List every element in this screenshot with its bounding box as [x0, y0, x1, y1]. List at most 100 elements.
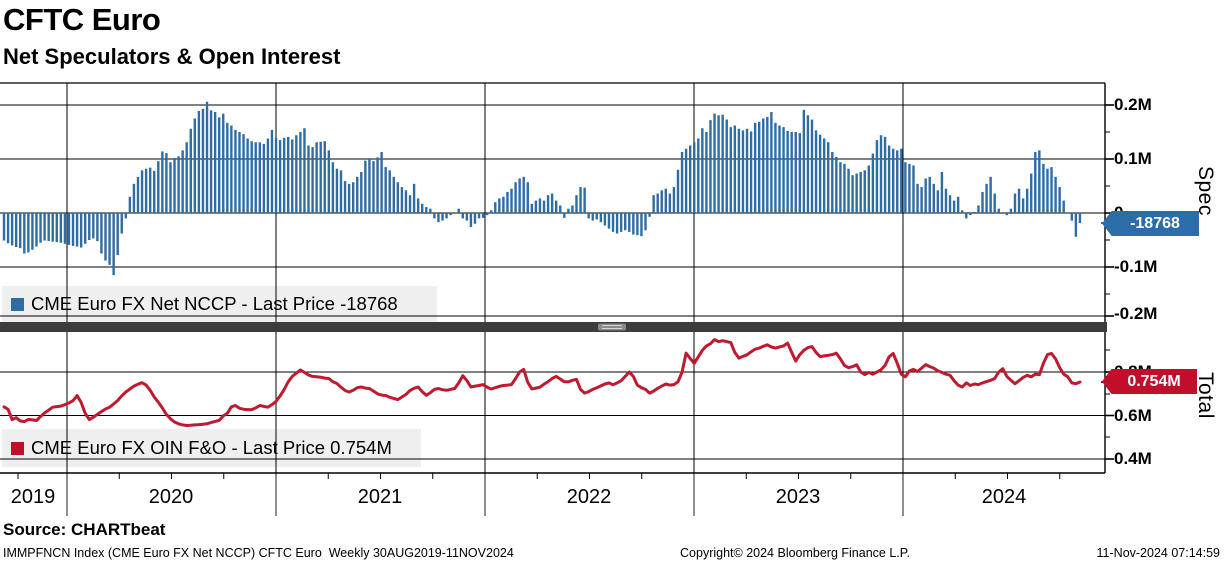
spec-bar [490, 210, 493, 213]
spec-bar [656, 193, 659, 213]
total-last-price-badge[interactable]: 0.754M [1102, 369, 1197, 394]
spec-bar [84, 213, 87, 244]
spec-bar [291, 139, 294, 213]
spec-bar [985, 183, 988, 213]
spec-bar [997, 208, 1000, 213]
footer-security-info: IMMPFNCN Index (CME Euro FX Net NCCP) CF… [3, 546, 514, 560]
spec-bar [10, 213, 14, 246]
spec-bar [729, 127, 732, 213]
spec-bar [855, 173, 858, 213]
spec-bar [802, 109, 806, 213]
spec-tick-0_2M: 0.2M [1114, 95, 1152, 114]
spec-bar [351, 182, 355, 213]
spec-bar [88, 213, 91, 240]
spec-bar [538, 198, 542, 213]
spec-bar [916, 183, 919, 213]
spec-bar [148, 167, 152, 213]
spec-bar [445, 213, 448, 219]
spec-bar [169, 162, 172, 213]
spec-bar [222, 113, 225, 213]
spec-bar [157, 161, 160, 213]
spec-bar [238, 132, 241, 213]
spec-bar [43, 213, 46, 241]
legend-net-nccp[interactable]: CME Euro FX Net NCCP - Last Price -18768 [2, 286, 437, 322]
spec-bar [969, 213, 972, 216]
source-line: Source: CHARTbeat [3, 520, 166, 539]
spec-bar [1066, 213, 1069, 214]
spec-bar [319, 141, 322, 213]
spec-bar [412, 183, 416, 213]
spec-bar [814, 130, 818, 213]
spec-bar [299, 132, 302, 213]
spec-bar [883, 136, 887, 213]
spec-bar [831, 151, 834, 213]
spec-last-price-badge[interactable]: -18768 [1102, 211, 1199, 236]
spec-bar [1034, 151, 1037, 213]
spec-bar [108, 213, 111, 265]
spec-bar [859, 171, 862, 213]
separator-drag-handle[interactable] [598, 323, 626, 331]
spec-bar [737, 128, 741, 213]
spec-bar [104, 213, 107, 261]
spec-bar [567, 208, 570, 213]
spec-bar [871, 153, 875, 213]
spec-bar [688, 145, 692, 213]
spec-bar [19, 213, 22, 249]
spec-bar [554, 200, 558, 213]
spec-bar [502, 196, 505, 213]
spec-bar [453, 213, 456, 214]
spec-bar [701, 128, 704, 213]
spec-bar [1005, 213, 1009, 216]
oin-legend-marker [11, 441, 24, 455]
spec-bar [660, 190, 663, 213]
spec-bar [380, 151, 383, 213]
spec-bar [295, 135, 298, 213]
spec-bar [31, 213, 34, 250]
spec-bar [35, 213, 38, 247]
spec-bar [510, 188, 513, 213]
spec-bar [839, 162, 842, 213]
spec-bar [400, 187, 404, 213]
spec-bar [534, 200, 538, 213]
total-tick-0_4M: 0.4M [1114, 449, 1152, 468]
spec-bar [705, 132, 708, 213]
spec-bar [668, 193, 672, 213]
spec-bar [940, 171, 944, 213]
spec-bar [936, 190, 940, 213]
legend-oin-fo[interactable]: CME Euro FX OIN F&O - Last Price 0.754M [2, 429, 421, 467]
spec-bar [956, 196, 960, 213]
spec-bar [51, 213, 54, 242]
year-label-2023: 2023 [775, 486, 821, 508]
spec-bar [847, 168, 850, 213]
spec-bar [1042, 163, 1045, 213]
spec-bar [311, 147, 314, 213]
spec-bar [989, 176, 992, 213]
spec-bar [725, 119, 728, 213]
spec-bar [879, 135, 883, 213]
spec-bar [591, 213, 594, 221]
spec-bar [116, 213, 119, 256]
spec-bar [92, 213, 95, 239]
spec-bar [6, 213, 10, 244]
spec-bar [1078, 213, 1082, 224]
spec-bar [944, 188, 948, 213]
spec-bar [416, 198, 420, 213]
spec-bar [282, 137, 286, 213]
spec-bar [749, 131, 753, 213]
spec-bar [331, 162, 335, 213]
spec-bar [900, 148, 903, 213]
spec-bar [477, 213, 481, 219]
spec-bar [287, 136, 290, 213]
spec-bar [587, 213, 590, 219]
spec-bar [75, 213, 79, 247]
spec-bar [709, 120, 712, 213]
spec-bar [226, 122, 229, 213]
spec-bar [315, 142, 318, 213]
spec-bar [132, 183, 136, 213]
spec-bar [140, 170, 144, 213]
spec-bar [1025, 188, 1029, 213]
spec-bar [843, 163, 846, 213]
spec-bar [628, 213, 631, 232]
spec-bar [887, 145, 891, 213]
